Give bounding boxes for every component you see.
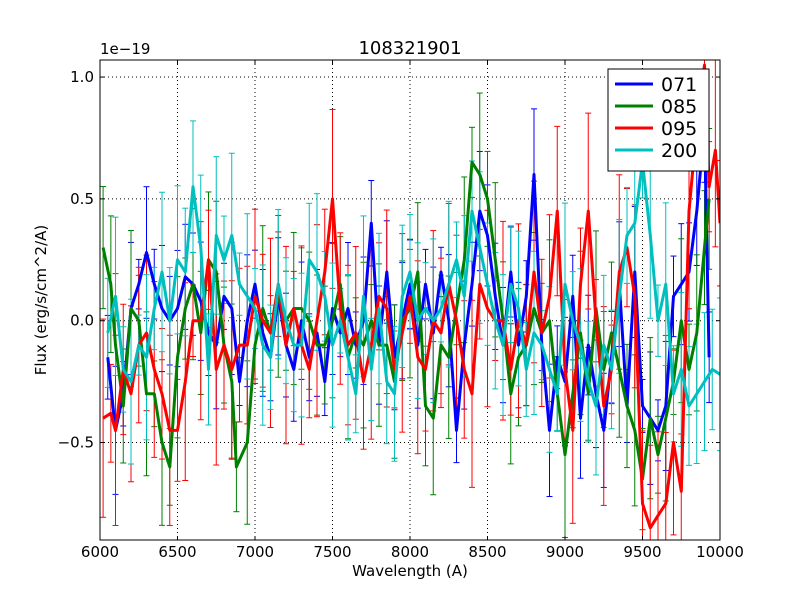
series-line-200 <box>106 160 720 408</box>
y-tick-label: −0.5 <box>58 434 94 452</box>
x-tick-label: 6500 <box>158 543 196 561</box>
y-tick-label: 0.0 <box>70 312 94 330</box>
x-axis-label: Wavelength (A) <box>352 562 468 580</box>
x-tick-label: 7000 <box>236 543 274 561</box>
x-tick-label: 7500 <box>313 543 351 561</box>
x-tick-label: 8000 <box>391 543 429 561</box>
legend-label-085: 085 <box>661 96 697 118</box>
chart-title: 108321901 <box>358 38 461 59</box>
x-tick-label: 9000 <box>546 543 584 561</box>
axis-ticks: 6000 6500 7000 7500 8000 8500 9000 9500 10000 −0.… <box>58 60 744 561</box>
x-tick-label: 6000 <box>81 543 119 561</box>
y-tick-label: 1.0 <box>70 68 94 86</box>
legend-label-200: 200 <box>661 140 697 162</box>
y-axis-label: Flux (erg/s/cm^2/A) <box>32 225 50 376</box>
x-tick-label: 10000 <box>696 543 744 561</box>
y-offset-label: 1e−19 <box>100 40 150 58</box>
y-tick-label: 0.5 <box>70 190 94 208</box>
plot-area <box>100 60 720 540</box>
legend-label-095: 095 <box>661 118 697 140</box>
legend-label-071: 071 <box>661 74 697 96</box>
x-tick-label: 9500 <box>623 543 661 561</box>
legend-box <box>607 68 710 172</box>
x-tick-label: 8500 <box>468 543 506 561</box>
